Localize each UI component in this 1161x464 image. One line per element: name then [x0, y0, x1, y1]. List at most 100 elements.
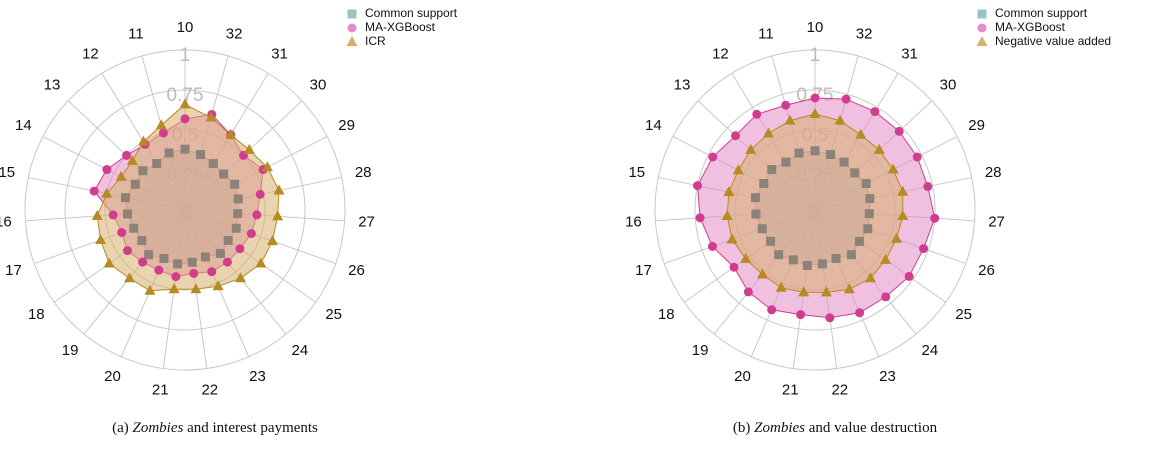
- category-label: 18: [658, 306, 675, 323]
- marker: [788, 255, 798, 265]
- marker: [798, 286, 810, 297]
- legend-label: Negative value added: [995, 34, 1111, 48]
- marker: [225, 128, 237, 139]
- marker: [223, 235, 233, 245]
- caption-text: and value destruction: [808, 420, 938, 436]
- marker: [756, 268, 768, 279]
- marker: [272, 210, 284, 221]
- category-label: 19: [62, 342, 79, 359]
- category-label: 18: [28, 306, 45, 323]
- marker: [726, 233, 738, 244]
- marker: [255, 257, 267, 268]
- marker: [976, 36, 988, 46]
- marker: [861, 179, 871, 189]
- category-label: 30: [940, 77, 957, 94]
- marker: [784, 114, 796, 125]
- marker: [743, 287, 753, 297]
- marker: [809, 108, 821, 118]
- category-label: 15: [628, 164, 645, 181]
- caption-label: (a): [112, 420, 129, 436]
- category-label: 15: [0, 164, 15, 181]
- marker: [794, 148, 804, 158]
- marker: [729, 262, 739, 272]
- marker: [212, 280, 224, 291]
- marker: [95, 234, 107, 245]
- marker: [796, 310, 806, 320]
- r-tick-label: 1: [810, 45, 821, 66]
- category-label: 21: [782, 381, 799, 398]
- category-label: 13: [44, 77, 61, 94]
- marker: [693, 181, 703, 191]
- category-label: 10: [807, 19, 824, 36]
- marker: [252, 210, 262, 220]
- marker: [137, 135, 149, 146]
- marker: [231, 223, 241, 233]
- marker: [122, 150, 132, 160]
- marker: [759, 179, 769, 189]
- marker: [207, 267, 217, 277]
- marker: [781, 157, 791, 167]
- marker: [108, 210, 118, 220]
- marker: [757, 224, 767, 234]
- marker: [825, 313, 835, 323]
- marker: [179, 98, 191, 109]
- category-label: 17: [635, 262, 652, 279]
- category-label: 23: [879, 368, 896, 385]
- marker: [740, 252, 752, 263]
- marker: [855, 128, 867, 139]
- legend-label: MA-XGBoost: [365, 20, 436, 34]
- marker: [850, 168, 860, 178]
- marker: [881, 292, 891, 302]
- category-label: 23: [249, 368, 266, 385]
- marker: [923, 182, 933, 192]
- marker: [173, 259, 183, 269]
- marker: [180, 144, 190, 154]
- marker: [243, 143, 255, 154]
- category-label: 24: [292, 342, 309, 359]
- marker: [152, 159, 162, 169]
- category-label: 28: [985, 164, 1002, 181]
- marker: [730, 131, 740, 141]
- marker: [91, 210, 103, 221]
- marker: [890, 232, 902, 243]
- category-label: 11: [128, 26, 144, 43]
- marker: [695, 213, 705, 223]
- marker: [144, 250, 154, 260]
- marker: [233, 194, 243, 204]
- legend-label: Common support: [365, 6, 458, 20]
- marker: [752, 109, 762, 119]
- marker: [870, 107, 880, 117]
- marker: [154, 265, 164, 275]
- category-label: 29: [338, 117, 355, 134]
- category-label: 31: [901, 45, 918, 62]
- marker: [200, 252, 210, 262]
- category-label: 16: [0, 213, 12, 230]
- marker: [115, 170, 127, 181]
- marker: [897, 210, 909, 221]
- series-area: [726, 113, 904, 293]
- marker: [120, 193, 130, 203]
- marker: [168, 283, 180, 294]
- marker: [117, 228, 127, 238]
- category-label: 31: [271, 45, 288, 62]
- marker: [864, 209, 874, 219]
- marker: [255, 189, 265, 199]
- marker: [266, 235, 278, 246]
- category-label: 20: [104, 368, 121, 385]
- marker: [750, 193, 760, 203]
- marker: [831, 253, 841, 263]
- marker: [841, 94, 851, 104]
- category-label: 12: [712, 45, 729, 62]
- marker: [235, 272, 247, 283]
- marker: [130, 179, 140, 189]
- marker: [208, 159, 218, 169]
- category-label: 20: [734, 368, 751, 385]
- marker: [767, 305, 777, 315]
- marker: [930, 213, 940, 223]
- marker: [817, 259, 827, 269]
- marker: [222, 257, 232, 267]
- marker: [774, 250, 784, 260]
- r-tick-label: 0.75: [167, 85, 204, 106]
